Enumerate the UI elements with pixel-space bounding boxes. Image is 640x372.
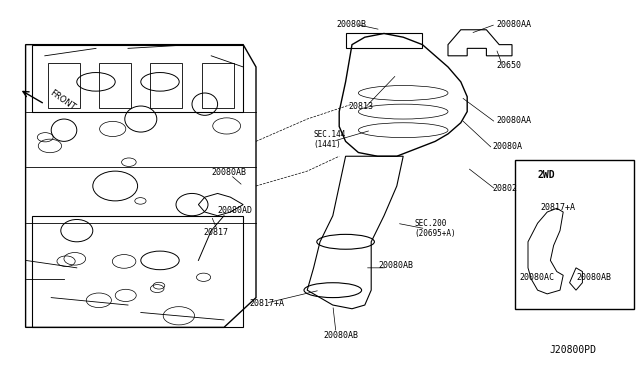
- Bar: [150, 63, 182, 108]
- Text: 20802: 20802: [493, 184, 518, 193]
- Text: 20080AB: 20080AB: [323, 331, 358, 340]
- Text: 20080AD: 20080AD: [218, 206, 253, 215]
- Text: 20080AC: 20080AC: [520, 273, 555, 282]
- Text: 2WD: 2WD: [538, 170, 556, 180]
- Text: 20817: 20817: [204, 228, 228, 237]
- Text: 20817+A: 20817+A: [250, 299, 285, 308]
- Bar: [202, 63, 234, 108]
- Bar: [99, 63, 131, 108]
- Text: SEC.200
(20695+A): SEC.200 (20695+A): [415, 219, 456, 238]
- Bar: [515, 160, 634, 309]
- Text: 20080AB: 20080AB: [211, 169, 246, 177]
- Text: 20080AA: 20080AA: [496, 116, 531, 125]
- Text: J20800PD: J20800PD: [549, 346, 596, 355]
- Bar: [48, 63, 80, 108]
- Text: 20650: 20650: [496, 61, 521, 70]
- Text: 20080AB: 20080AB: [379, 262, 414, 270]
- Text: 20813: 20813: [349, 102, 374, 110]
- Text: FRONT: FRONT: [48, 88, 77, 112]
- Text: 20080AA: 20080AA: [496, 20, 531, 29]
- Text: 20080AB: 20080AB: [576, 273, 611, 282]
- Text: 20080B: 20080B: [336, 20, 366, 29]
- Text: 20080A: 20080A: [493, 142, 523, 151]
- Text: SEC.144
(1441): SEC.144 (1441): [314, 130, 346, 149]
- Text: 20817+A: 20817+A: [541, 203, 576, 212]
